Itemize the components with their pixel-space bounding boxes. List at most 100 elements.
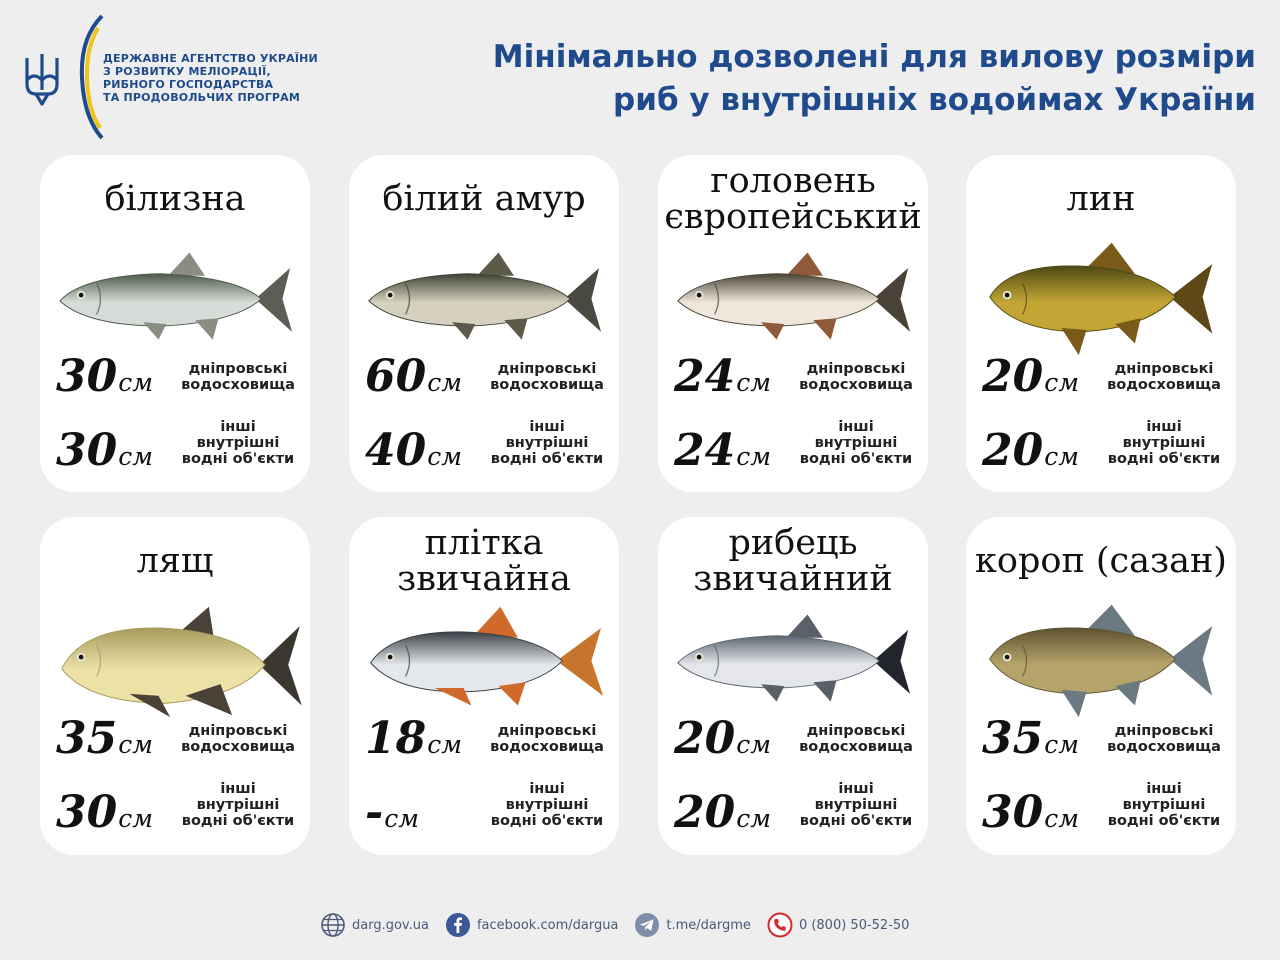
size-other: 20см [674,787,771,838]
label-other-line: внутрішні [1122,797,1206,813]
size-dnipro-value: 60 [365,351,427,402]
telegram-icon [635,913,660,937]
size-unit: см [118,730,153,759]
size-dnipro-value: 20 [982,351,1044,402]
size-dnipro-value: 30 [56,351,118,402]
fish-name-line-1: лящ [136,541,214,581]
label-dnipro: дніпровські водосховища [178,361,298,393]
label-dnipro: дніпровські водосховища [178,723,298,755]
size-unit: см [384,804,419,833]
size-other: 30см [56,425,153,476]
title-line-1: Мінімально дозволені для вилову розміри [492,39,1256,75]
size-other: 30см [56,787,153,838]
size-unit: см [427,442,462,471]
size-unit: см [427,730,462,759]
fish-card: головень європейський 24см дніпровські в… [658,155,928,492]
asp-fish [59,252,293,340]
label-other-line: водні об'єкти [181,451,295,467]
fish-card: білий амур 60см дніпровські водосховища … [349,155,619,492]
label-other-line: водні об'єкти [490,451,604,467]
chub-fish [677,252,911,340]
fish-card: рибець звичайний 20см дніпровські водосх… [658,517,928,855]
fish-name-line-1: білизна [104,179,246,219]
label-other-line: внутрішні [196,435,280,451]
fish-name: короп (сазан) [966,543,1236,579]
size-unit: см [427,368,462,397]
size-unit: см [736,368,771,397]
size-unit: см [736,730,771,759]
label-dnipro: дніпровські водосховища [487,361,607,393]
fish-name-line-2: звичайна [397,559,571,599]
label-other-line: водні об'єкти [799,813,913,829]
label-other-line: інші [838,419,874,435]
size-other: 40см [365,425,462,476]
size-other-value: 30 [56,425,118,476]
size-other-value: 20 [982,425,1044,476]
agency-name: ДЕРЖАВНЕ АГЕНТСТВО УКРАЇНИ З РОЗВИТКУ МЕ… [103,52,318,104]
label-other-line: інші [529,419,565,435]
size-unit: см [736,804,771,833]
fish-card: короп (сазан) 35см дніпровські водосхови… [966,517,1236,855]
agency-line: ТА ПРОДОВОЛЬЧИХ ПРОГРАМ [103,91,301,104]
label-dnipro: дніпровські водосховища [1104,361,1224,393]
label-dnipro-line: дніпровські [806,361,906,377]
size-other-value: - [365,787,384,838]
size-dnipro: 20см [982,351,1079,402]
carp-fish [989,604,1213,718]
page-title: Мінімально дозволені для вилову розміри … [493,36,1256,122]
label-dnipro: дніпровські водосховища [487,723,607,755]
size-other: 20см [982,425,1079,476]
size-dnipro-value: 35 [56,713,118,764]
label-dnipro-line: дніпровські [1114,361,1214,377]
fish-name-line-1: лин [1066,179,1136,219]
size-unit: см [118,442,153,471]
title-line-2: риб у внутрішніх водоймах України [613,82,1256,118]
size-dnipro-value: 24 [674,351,736,402]
fish-card: білизна 30см дніпровські водосховища 30с… [40,155,310,492]
label-dnipro-line: водосховища [799,739,913,755]
label-other-line: інші [1146,781,1182,797]
label-other-line: водні об'єкти [181,813,295,829]
fish-name: лящ [40,543,310,579]
roach-fish [370,606,604,706]
label-other-line: внутрішні [505,797,589,813]
label-other: інші внутрішні водні об'єкти [792,419,920,467]
fish-name-line-1: головень [710,161,876,201]
fish-name: плітка звичайна [349,525,619,597]
label-dnipro-line: дніпровські [188,361,288,377]
size-other-value: 30 [982,787,1044,838]
size-unit: см [1044,368,1079,397]
fish-card: лин 20см дніпровські водосховища 20см [966,155,1236,492]
size-other: -см [365,787,419,838]
fish-name-line-1: рибець [728,523,858,563]
grass-carp-fish [368,252,602,340]
size-other-value: 40 [365,425,427,476]
agency-line: З РОЗВИТКУ МЕЛІОРАЦІЇ, [103,65,271,78]
telegram-link[interactable]: t.me/dargme [634,912,751,938]
fish-name: білий амур [349,181,619,217]
fish-name: лин [966,181,1236,217]
trident-icon [25,54,59,106]
label-other-line: водні об'єкти [799,451,913,467]
size-other-value: 24 [674,425,736,476]
size-dnipro-value: 20 [674,713,736,764]
facebook-link[interactable]: facebook.com/dargua [445,912,618,938]
fish-name-line-1: короп (сазан) [975,541,1227,581]
facebook-text: facebook.com/dargua [476,917,619,933]
label-other-line: водні об'єкти [1107,813,1221,829]
label-other: інші внутрішні водні об'єкти [174,781,302,829]
label-dnipro-line: водосховища [1107,739,1221,755]
label-other-line: інші [220,781,256,797]
tench-fish [989,242,1213,356]
size-other: 30см [982,787,1079,838]
fish-name: головень європейський [658,163,928,235]
label-dnipro-line: дніпровські [497,723,597,739]
fish-name-line-2: європейський [664,197,922,237]
header: ДЕРЖАВНЕ АГЕНТСТВО УКРАЇНИ З РОЗВИТКУ МЕ… [0,0,1280,150]
size-dnipro-value: 18 [365,713,427,764]
phone-link[interactable]: 0 (800) 50-52-50 [767,912,909,938]
website-link[interactable]: darg.gov.ua [320,912,429,938]
size-dnipro: 24см [674,351,771,402]
label-dnipro: дніпровські водосховища [796,361,916,393]
label-other-line: внутрішні [505,435,589,451]
